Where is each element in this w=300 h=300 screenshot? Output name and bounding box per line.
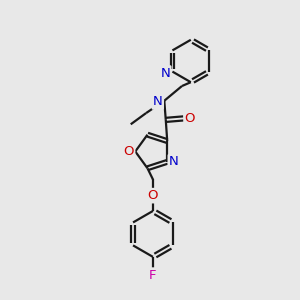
Text: F: F — [149, 268, 157, 282]
Text: O: O — [185, 112, 195, 125]
Text: N: N — [153, 95, 163, 108]
Text: N: N — [169, 155, 178, 168]
Text: N: N — [160, 67, 170, 80]
Text: O: O — [124, 145, 134, 158]
Text: O: O — [148, 189, 158, 202]
